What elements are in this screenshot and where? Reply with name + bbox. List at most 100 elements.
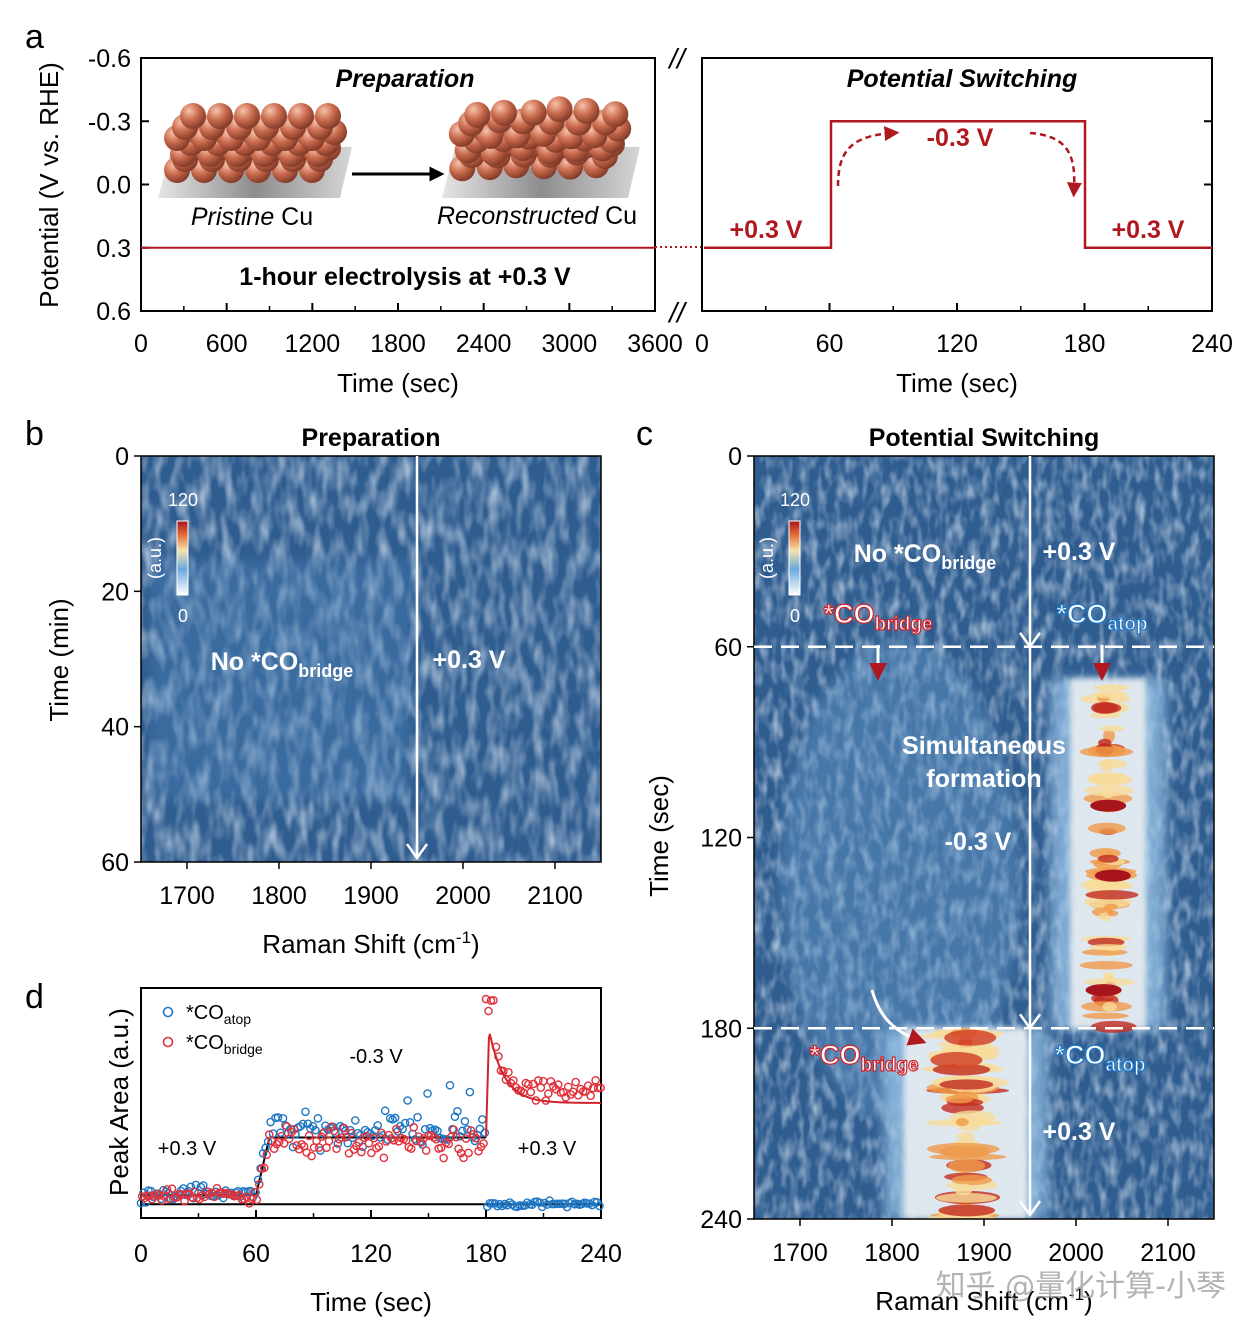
bridge-point [252, 1195, 262, 1205]
potential-label: +0.3 V [433, 646, 506, 674]
bridge-point [297, 1139, 306, 1149]
bridge-point [357, 1147, 366, 1157]
bridge-point [484, 1006, 493, 1016]
watermark: 知乎 @量化计算-小琴 [936, 1269, 1226, 1304]
bridge-point [446, 1132, 456, 1142]
x-tick-label: 2000 [435, 882, 491, 910]
band-hotspot [939, 1079, 994, 1090]
bridge-point [409, 1123, 419, 1132]
co-bridge-arrow-bottom [870, 989, 927, 1046]
panel-c: Potential Switching 120 0 (a.u.) No *COb… [644, 424, 1215, 1316]
bridge-point [411, 1136, 421, 1146]
panel-a-right-title: Potential Switching [847, 65, 1078, 93]
y-tick-label: 120 [700, 825, 742, 853]
y-tick-labels: -0.6 -0.3 0.0 0.3 0.6 [88, 45, 149, 326]
bridge-point [489, 995, 498, 1005]
bridge-point [586, 1091, 595, 1101]
panel-b: Preparation 120 0 (a.u.) No *CObridge +0… [44, 424, 602, 959]
colorbar-c-min: 0 [790, 606, 800, 626]
bridge-point [451, 1132, 461, 1142]
x-tick-labels: 0 60 120 180 240 [695, 57, 1233, 358]
cu-atom [234, 103, 260, 129]
co-bridge-decay-fit [485, 1033, 602, 1138]
y-tick-label: 0 [115, 443, 129, 471]
bridge-point [317, 1132, 326, 1142]
atop-point [266, 1117, 275, 1127]
band-hotspot [1087, 822, 1126, 834]
bridge-point [571, 1077, 581, 1087]
bridge-point [329, 1126, 339, 1136]
y-tick-label: 0.0 [96, 172, 131, 200]
fit-segment [255, 1137, 271, 1196]
panel-d: *COatop *CObridge +0.3 V -0.3 V +0.3 V 0… [104, 987, 622, 1317]
label-plus-left: +0.3 V [730, 216, 803, 244]
band-peak [930, 1052, 983, 1069]
colorbar-c-unit: (a.u.) [757, 537, 777, 579]
no-co-bridge-label: No *CObridge [854, 540, 997, 573]
y-tick-label: -0.3 [88, 108, 131, 136]
atop-point [423, 1089, 432, 1098]
y-tick-label: 60 [714, 634, 742, 662]
y-tick-labels: 0 20 40 60 [101, 443, 141, 877]
x-tick-label: 0 [134, 330, 148, 358]
atop-point [390, 1113, 400, 1123]
colorbar-b [176, 520, 189, 596]
atop-point [478, 1115, 487, 1124]
y-axis-label: Time (sec) [644, 775, 674, 897]
atop-point [353, 1128, 363, 1138]
bridge-point [277, 1131, 286, 1141]
co-atop-label-bottom: *COatop [1054, 1040, 1145, 1076]
atop-point [445, 1080, 455, 1090]
potential-marker-arrowhead [405, 843, 429, 861]
atop-point [460, 1116, 470, 1126]
atop-point [405, 1117, 415, 1127]
x-axis-label: Time (sec) [337, 368, 459, 398]
bridge-point [436, 1143, 446, 1153]
bridge-point [421, 1146, 431, 1155]
band-hotspot [929, 1153, 1007, 1161]
bridge-point [282, 1122, 291, 1131]
bridge-point [367, 1148, 376, 1158]
bridge-point [387, 1134, 396, 1143]
label-minus: -0.3 V [349, 1046, 403, 1068]
bridge-point [307, 1151, 316, 1161]
x-tick-label: 1700 [159, 882, 215, 910]
x-tick-label: 1900 [343, 882, 399, 910]
panel-letter-c: c [636, 415, 653, 453]
y-axis-label: Peak Area (a.u.) [104, 1008, 134, 1196]
atop-point [453, 1106, 462, 1116]
atop-point [198, 1181, 208, 1190]
atop-point [380, 1106, 390, 1116]
bridge-point [262, 1150, 272, 1160]
bridge-point [202, 1187, 212, 1196]
colorbar-b-min: 0 [178, 606, 188, 626]
band-hotspot [1088, 773, 1133, 786]
bridge-point [526, 1087, 536, 1097]
legend-atop-label: *COatop [186, 1002, 251, 1027]
x-tick-label: 240 [1191, 330, 1233, 358]
x-tick-label: 1200 [285, 330, 341, 358]
bridge-point [347, 1128, 356, 1138]
bridge-point [543, 1089, 553, 1098]
pristine-cu-label: Pristine Cu [191, 203, 313, 231]
x-tick-label: 120 [936, 330, 978, 358]
cu-atom [180, 103, 206, 129]
band-hotspot [945, 1094, 974, 1104]
cu-atom [520, 99, 547, 126]
bridge-point [180, 1196, 189, 1206]
x-tick-label: 2100 [1140, 1239, 1196, 1267]
x-tick-label: 600 [206, 330, 248, 358]
reconstructed-cu-cluster [448, 96, 632, 182]
bridge-point [459, 1153, 468, 1163]
marker-arrowhead [1018, 1200, 1042, 1218]
switch-arrow-right [1029, 131, 1082, 198]
bridge-point [439, 1153, 448, 1163]
band-peak [1085, 984, 1122, 997]
bridge-point [369, 1133, 379, 1143]
label-plus-right: +0.3 V [1112, 216, 1185, 244]
panel-c-title: Potential Switching [869, 424, 1100, 452]
bridge-point [539, 1076, 548, 1086]
colorbar-b-unit: (a.u.) [145, 537, 165, 579]
band-hotspot [956, 1131, 975, 1141]
label-plus-left: +0.3 V [158, 1138, 217, 1160]
